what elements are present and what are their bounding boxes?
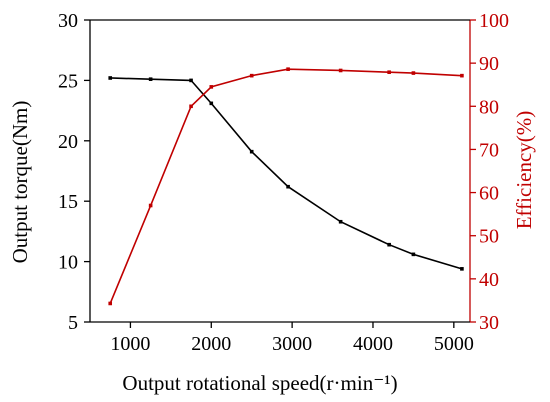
right-y-tick-label: 90 xyxy=(479,53,499,75)
efficiency-series-line xyxy=(109,68,462,304)
torque-data-point xyxy=(460,267,464,271)
right-y-tick-label: 70 xyxy=(479,139,499,161)
x-axis-title: Output rotational speed(r·min⁻¹) xyxy=(122,371,397,395)
torque-data-point xyxy=(189,78,193,83)
efficiency-data-point xyxy=(286,67,290,71)
right-y-tick-label: 60 xyxy=(479,183,499,205)
x-tick-label: 2000 xyxy=(191,333,231,355)
efficiency-data-point xyxy=(148,203,153,208)
x-tick-label: 5000 xyxy=(434,333,474,355)
efficiency-data-point xyxy=(249,73,254,78)
torque-data-point xyxy=(338,219,343,224)
x-tick-label: 1000 xyxy=(110,333,150,355)
right-y-tick-label: 50 xyxy=(479,226,499,248)
left-y-ticks: 5 10 15 20 25 30 xyxy=(58,10,90,334)
x-tick-label: 4000 xyxy=(353,333,393,355)
torque-data-point xyxy=(411,252,416,257)
torque-data-point xyxy=(286,184,290,189)
torque-data-point xyxy=(209,101,214,106)
right-y-ticks: 30 40 50 60 70 80 90 100 xyxy=(470,10,509,334)
axes-group xyxy=(89,19,471,323)
left-y-tick-label: 25 xyxy=(58,70,78,92)
right-y-tick-label: 30 xyxy=(479,312,499,334)
left-y-tick-label: 15 xyxy=(58,191,78,213)
right-y-tick-label: 80 xyxy=(479,96,499,118)
left-y-axis-title: Output torque(Nm) xyxy=(8,101,32,264)
left-y-tick-label: 10 xyxy=(58,252,78,274)
torque-data-point xyxy=(108,76,113,80)
left-y-tick-label: 5 xyxy=(68,312,78,334)
right-y-axis-title: Efficiency(%) xyxy=(512,111,536,230)
efficiency-data-point xyxy=(387,70,391,75)
right-y-tick-label: 40 xyxy=(479,269,499,291)
series-layer xyxy=(108,67,464,306)
efficiency-data-point xyxy=(189,104,193,109)
right-y-tick-label: 100 xyxy=(479,10,509,32)
efficiency-data-point xyxy=(108,301,113,306)
efficiency-data-point xyxy=(209,85,214,89)
efficiency-data-point xyxy=(460,73,464,78)
efficiency-data-point xyxy=(411,71,416,75)
torque-data-point xyxy=(387,242,391,247)
x-ticks: 1000 2000 3000 4000 5000 xyxy=(110,322,474,355)
torque-data-point xyxy=(148,77,153,81)
torque-series-line xyxy=(110,77,463,270)
x-tick-label: 3000 xyxy=(272,333,312,355)
left-y-tick-label: 30 xyxy=(58,10,78,32)
efficiency-data-point xyxy=(338,68,343,73)
torque-data-point xyxy=(249,149,254,154)
left-y-tick-label: 20 xyxy=(58,131,78,153)
